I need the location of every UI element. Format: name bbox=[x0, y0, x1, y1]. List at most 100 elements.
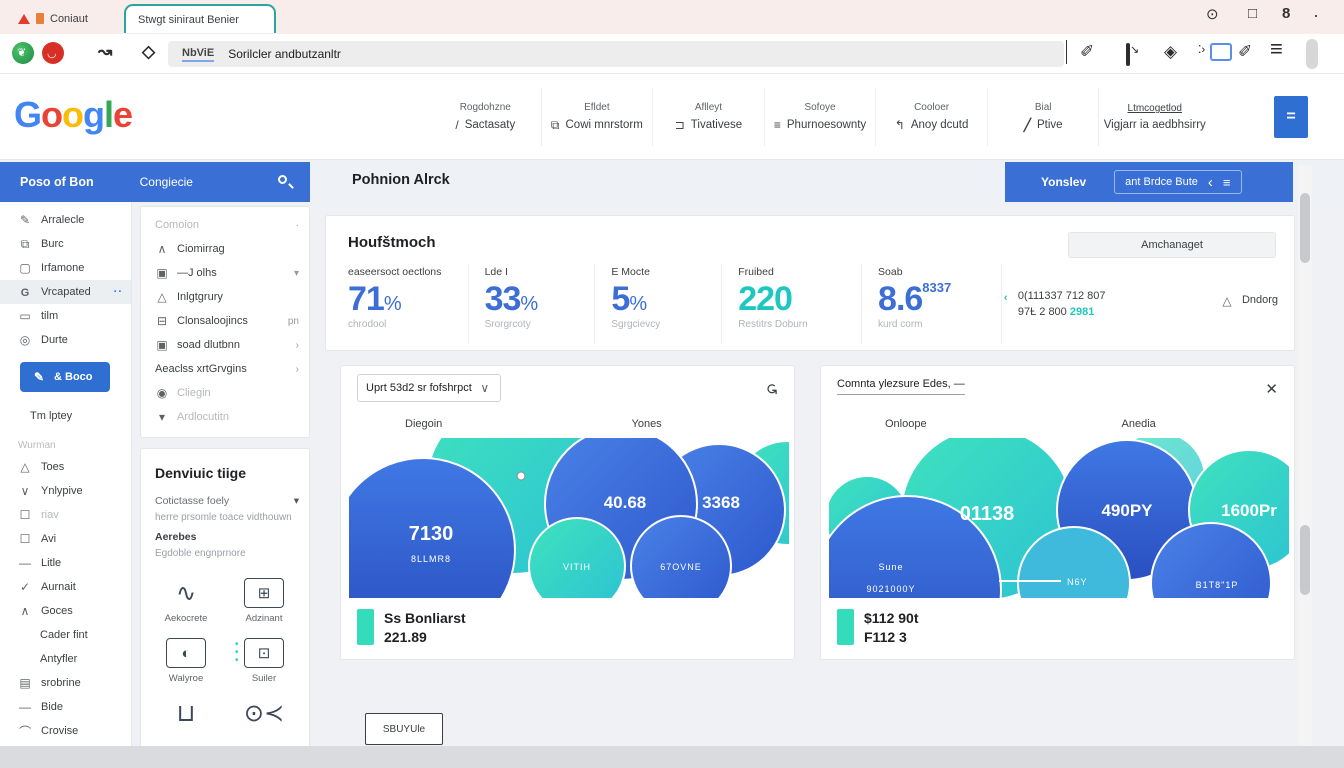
device-tile[interactable]: ◐ Walyroe bbox=[151, 638, 221, 684]
sidebar-item[interactable]: Irfamone bbox=[0, 256, 131, 280]
nav-item[interactable]: Ltmcogetlod Vigjarr ia aedbhsirry bbox=[1098, 88, 1210, 146]
address-bar[interactable]: NbViE Sorilcler andbutzanltr bbox=[168, 41, 1064, 67]
scrollbar-thumb[interactable] bbox=[1300, 525, 1310, 595]
caret-down-icon: ▾ bbox=[293, 495, 299, 507]
menu-item[interactable]: Cliegin bbox=[141, 381, 309, 405]
menu-item[interactable]: Inlgtgrury bbox=[141, 285, 309, 309]
mini-scrollbar[interactable] bbox=[1306, 39, 1318, 69]
chart-selector[interactable]: Uprt 53d2 sr fofshrpct bbox=[357, 374, 501, 402]
date-range[interactable]: ‹ 0(111337 712 807 97Ƚ 2 800 2981 bbox=[1002, 264, 1192, 344]
diamond-tool-icon[interactable] bbox=[1164, 42, 1177, 62]
scrollbar-thumb[interactable] bbox=[1300, 193, 1310, 263]
bubble-value: 7130 bbox=[409, 523, 454, 545]
sidebar-item[interactable]: tilm bbox=[0, 304, 131, 328]
sidebar-item-selected[interactable]: Vrcapated ·· bbox=[0, 280, 131, 304]
metric-unit: % bbox=[629, 293, 647, 315]
menu-item[interactable]: Aeaclss xrtGrvgins › bbox=[141, 357, 309, 381]
tab-label: Coniaut bbox=[50, 12, 88, 25]
sidebar-item[interactable]: Toes bbox=[0, 455, 131, 479]
product-name[interactable]: Poso of Bon bbox=[20, 175, 94, 189]
logo-letter: o bbox=[62, 94, 84, 135]
window-extension-icon[interactable] bbox=[1282, 5, 1290, 22]
date-line-1: 0(111337 712 807 bbox=[1017, 290, 1106, 302]
sidebar-subitem[interactable]: Antyfler bbox=[0, 647, 131, 671]
sidebar-item-disabled[interactable]: riav bbox=[0, 503, 131, 527]
view-label[interactable]: Yonslev bbox=[1041, 175, 1087, 189]
pen-icon[interactable] bbox=[1080, 42, 1094, 62]
logo-letter: g bbox=[83, 94, 105, 135]
sidebar-item[interactable]: Burc bbox=[0, 232, 131, 256]
search-icon[interactable] bbox=[278, 175, 287, 184]
nav-item[interactable]: Bial Ptive bbox=[986, 88, 1099, 146]
refresh-icon[interactable] bbox=[765, 380, 778, 398]
sidebar-item[interactable]: Bide bbox=[0, 695, 131, 719]
sidebar-item[interactable]: Goces bbox=[0, 599, 131, 623]
nav-item[interactable]: Aflleyt Tivativese bbox=[652, 88, 764, 146]
panel-link[interactable]: Aerebes bbox=[155, 531, 197, 543]
nav-item[interactable]: Rogdohzne Sactasaty bbox=[430, 88, 541, 146]
alert-item[interactable]: Dndorg bbox=[1192, 264, 1278, 308]
bubble-sublabel: 9021000Y bbox=[866, 584, 915, 594]
manage-button[interactable]: Amchanaget bbox=[1068, 232, 1276, 258]
chevron-left-icon[interactable]: ‹ bbox=[1003, 292, 1008, 304]
sidebar-item[interactable]: srobrine bbox=[0, 671, 131, 695]
sidebar-item[interactable]: Avi bbox=[0, 527, 131, 551]
device-tile[interactable]: • • • ⊡ Suiler bbox=[229, 638, 299, 684]
hamburger-menu-icon[interactable] bbox=[1270, 36, 1283, 62]
share-arrow-icon[interactable] bbox=[98, 42, 112, 62]
menu-item[interactable]: Comoion · bbox=[141, 213, 309, 237]
menu-item[interactable]: Ciomirrag bbox=[141, 237, 309, 261]
close-icon[interactable] bbox=[1265, 380, 1278, 398]
leaf-app-icon[interactable] bbox=[12, 42, 34, 64]
caret-up-icon bbox=[155, 242, 169, 256]
bubble-chart-right[interactable]: 01138 490PY 1600Pr Sune 9021000Y N6Y B1T… bbox=[829, 438, 1289, 598]
apps-menu-button[interactable]: = bbox=[1274, 96, 1308, 138]
menu-item[interactable]: soad dlutbnn › bbox=[141, 333, 309, 357]
bubble-chart-left[interactable]: 7130 8LLMR8 40.68 3368 VITIH 67OVNE bbox=[349, 438, 789, 598]
metric-label: Soab bbox=[878, 266, 903, 278]
metrics-row: easeersoct oectlons 71% chrodool Lde I 3… bbox=[348, 264, 1278, 344]
device-tile[interactable]: ⊙≺ bbox=[229, 698, 299, 728]
screenshot-icon[interactable] bbox=[1126, 43, 1130, 66]
cash-box-icon: • • • ⊡ bbox=[235, 638, 284, 668]
chart-title[interactable]: Comnta ylezsure Edes, — bbox=[837, 378, 965, 395]
view-switch-button[interactable]: ant Brdce Bute bbox=[1114, 170, 1242, 194]
app-header-right: Yonslev ant Brdce Bute bbox=[1005, 162, 1293, 202]
browser-tab-active[interactable]: Stwgt siniraut Benier bbox=[124, 4, 276, 33]
device-tile[interactable]: ⊞ Adzinant bbox=[229, 578, 299, 624]
bottom-filter-box[interactable]: SBUYUle bbox=[365, 713, 443, 745]
highlighter-icon[interactable] bbox=[1238, 42, 1252, 62]
triangle-favicon-icon bbox=[18, 13, 30, 24]
sidebar-subitem[interactable]: Cader fint bbox=[0, 623, 131, 647]
window-maximize-icon[interactable] bbox=[1248, 5, 1257, 22]
sidebar-item[interactable]: Arralecle bbox=[0, 208, 131, 232]
record-badge-icon[interactable] bbox=[42, 42, 64, 64]
sidebar-item[interactable]: Crovise bbox=[0, 719, 131, 743]
sidebar-item[interactable]: Aurnait bbox=[0, 575, 131, 599]
device-tile[interactable]: ∿ Aekocrete bbox=[151, 578, 221, 625]
page-scrollbar[interactable] bbox=[1298, 165, 1312, 768]
url-text: Sorilcler andbutzanltr bbox=[228, 47, 341, 61]
window-theme-icon[interactable] bbox=[1206, 5, 1219, 23]
checkbox-icon bbox=[18, 532, 32, 546]
menu-item[interactable]: Clonsaloojincs pn bbox=[141, 309, 309, 333]
compose-button[interactable]: & Boco bbox=[20, 362, 110, 392]
sidebar-item[interactable]: Litle bbox=[0, 551, 131, 575]
menu-item[interactable]: Ardlocutitn bbox=[141, 405, 309, 429]
metric-cell: E Mocte 5% Sgrgcievcy bbox=[595, 264, 723, 344]
account-selector[interactable]: Congiecie bbox=[139, 175, 193, 189]
nav-item[interactable]: Sofoye Phurnoesownty bbox=[763, 88, 876, 146]
diamond-icon[interactable] bbox=[142, 42, 155, 62]
device-tile[interactable]: ⊔ bbox=[151, 698, 221, 728]
sidebar-item[interactable]: Durte bbox=[0, 328, 131, 352]
panel-dropdown[interactable]: Cotictasse foely ▾ bbox=[141, 491, 309, 509]
metric-sub: chrodool bbox=[348, 319, 387, 330]
select-area-icon[interactable] bbox=[1198, 43, 1232, 61]
square-favicon-icon bbox=[36, 13, 44, 24]
nav-item[interactable]: Efldet Cowi mnrstorm bbox=[540, 88, 653, 146]
nav-item[interactable]: Cooloer Anoy dcutd bbox=[875, 88, 987, 146]
browser-tab-inactive[interactable]: Coniaut bbox=[6, 4, 118, 33]
menu-item[interactable]: —J olhs ▾ bbox=[141, 261, 309, 285]
window-more-icon[interactable] bbox=[1313, 5, 1319, 26]
sidebar-item[interactable]: Ynlypive bbox=[0, 479, 131, 503]
